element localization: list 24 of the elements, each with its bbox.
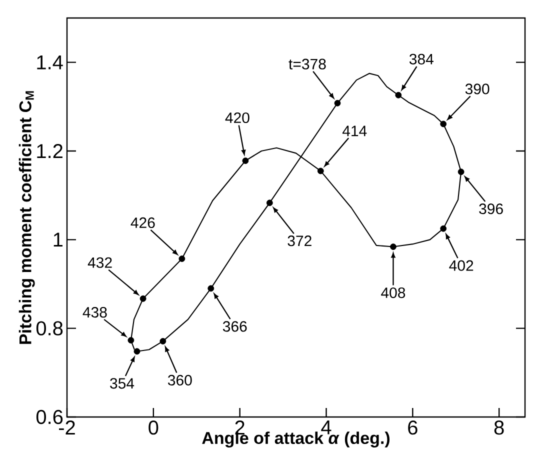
annotation: 366: [222, 321, 247, 332]
x-tick-label: 0: [148, 420, 158, 435]
x-tick-label: 6: [408, 420, 418, 435]
annotation: 438: [82, 306, 107, 318]
annotation: 432: [88, 257, 112, 268]
annotation: 408: [381, 287, 406, 298]
x-tick-label: 8: [494, 420, 504, 435]
annotation: 372: [288, 236, 312, 246]
annotation: 402: [449, 260, 474, 271]
y-tick-label: 1.2: [37, 144, 62, 158]
annotation: t=378: [288, 58, 326, 70]
annotation: 396: [479, 204, 503, 214]
x-tick-label: 4: [321, 420, 332, 434]
annotation: 384: [409, 54, 434, 64]
annotation: 426: [130, 217, 155, 228]
annotation: 390: [465, 84, 490, 94]
annotation: 354: [110, 378, 134, 389]
annotation: 360: [168, 374, 192, 386]
y-tick-label: 1: [54, 232, 62, 247]
y-tick-label: 0.8: [36, 321, 63, 336]
y-axis-title: Pitching moment coefficient C$_{M}$: [18, 91, 35, 344]
annotation: 414: [342, 126, 367, 136]
annotation: 420: [225, 112, 250, 124]
y-tick-label: 1.4: [37, 55, 63, 70]
